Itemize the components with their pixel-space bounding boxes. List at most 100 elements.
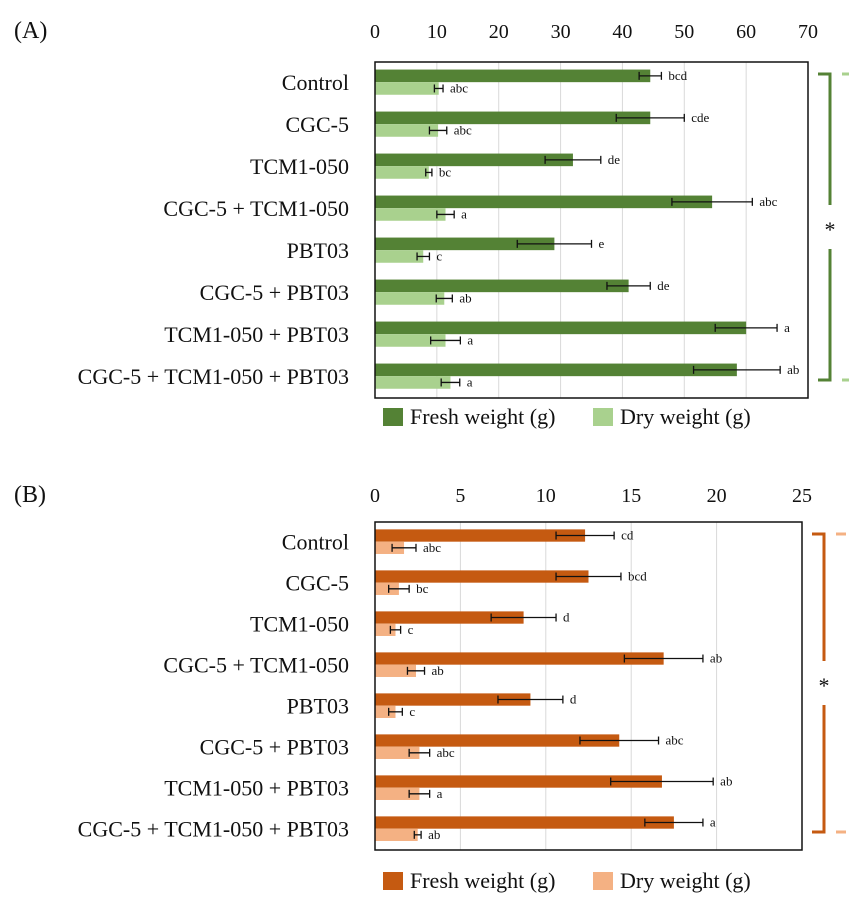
significance-letter: bc xyxy=(439,164,452,179)
x-tick-label: 10 xyxy=(427,21,447,43)
significance-letter: cde xyxy=(691,110,709,125)
significance-letter: a xyxy=(710,815,716,830)
dry-weight-bar xyxy=(375,376,451,389)
category-label: TCM1-050 + PBT03 xyxy=(164,776,349,801)
category-label: Control xyxy=(282,70,349,95)
significance-letter: abc xyxy=(454,122,472,137)
dry-weight-bar xyxy=(375,705,396,718)
fresh-weight-bar xyxy=(375,611,524,624)
dry-weight-bar xyxy=(375,787,420,800)
significance-letter: ab xyxy=(428,827,440,842)
legend-label-dry: Dry weight (g) xyxy=(620,404,751,429)
x-tick-label: 30 xyxy=(551,21,571,43)
significance-letter: bc xyxy=(416,581,429,596)
fresh-weight-bar xyxy=(375,652,664,665)
legend-swatch-dry xyxy=(593,408,613,426)
x-tick-label: 0 xyxy=(370,21,380,43)
legend-label-fresh: Fresh weight (g) xyxy=(410,868,555,893)
category-label: CGC-5 + TCM1-050 xyxy=(163,653,349,678)
fresh-weight-bar xyxy=(375,321,747,335)
fresh-weight-bar xyxy=(375,816,674,829)
category-label: PBT03 xyxy=(287,694,349,719)
dry-weight-bar xyxy=(375,541,405,554)
dry-weight-bar xyxy=(375,334,446,347)
category-label: TCM1-050 + PBT03 xyxy=(164,322,349,347)
fresh-weight-bar xyxy=(375,775,662,788)
category-label: TCM1-050 xyxy=(250,612,349,637)
dry-weight-bar xyxy=(375,828,418,841)
legend-label-dry: Dry weight (g) xyxy=(620,868,751,893)
fresh-weight-bar xyxy=(375,111,651,125)
significance-letter: de xyxy=(608,152,621,167)
dry-weight-bar xyxy=(375,582,399,595)
dry-weight-bar xyxy=(375,250,424,263)
significance-letter: ab xyxy=(710,651,722,666)
fresh-weight-bar xyxy=(375,570,589,583)
x-tick-label: 0 xyxy=(370,485,380,507)
x-tick-label: 20 xyxy=(707,485,727,507)
fresh-weight-bar xyxy=(375,529,586,542)
significance-letter: abc xyxy=(450,80,468,95)
fresh-weight-bar xyxy=(375,153,573,167)
significance-letter: abc xyxy=(423,540,441,555)
significance-letter: de xyxy=(657,278,670,293)
category-label: CGC-5 + TCM1-050 + PBT03 xyxy=(78,364,349,389)
legend-swatch-fresh xyxy=(383,408,403,426)
significance-bracket xyxy=(818,72,832,382)
significance-letter: abc xyxy=(759,194,777,209)
x-tick-label: 60 xyxy=(736,21,756,43)
legend-label-fresh: Fresh weight (g) xyxy=(410,404,555,429)
category-label: CGC-5 + TCM1-050 xyxy=(163,196,349,221)
category-label: CGC-5 + TCM1-050 + PBT03 xyxy=(78,817,349,842)
dry-weight-bar xyxy=(375,664,416,677)
panel-label: (A) xyxy=(14,18,47,44)
legend-swatch-fresh xyxy=(383,872,403,890)
category-label: CGC-5 xyxy=(285,571,349,596)
x-tick-label: 20 xyxy=(489,21,509,43)
category-label: CGC-5 + PBT03 xyxy=(200,280,349,305)
plot-frame xyxy=(374,61,809,399)
significance-letter: c xyxy=(436,248,442,263)
significance-letter: ab xyxy=(787,362,799,377)
significance-letter: e xyxy=(599,236,605,251)
category-label: Control xyxy=(282,530,349,555)
x-tick-label: 50 xyxy=(674,21,694,43)
significance-letter: a xyxy=(784,320,790,335)
significance-letter: a xyxy=(467,332,473,347)
fresh-weight-bar xyxy=(375,734,620,747)
dry-weight-bar xyxy=(375,124,439,137)
x-tick-label: 25 xyxy=(792,485,812,507)
x-tick-label: 5 xyxy=(455,485,465,507)
fresh-weight-bar xyxy=(375,69,651,83)
fresh-weight-bar xyxy=(375,279,629,293)
x-tick-label: 10 xyxy=(536,485,556,507)
significance-letter: a xyxy=(467,374,473,389)
significance-asterisk: * xyxy=(819,673,830,698)
significance-letter: ab xyxy=(432,663,444,678)
category-label: PBT03 xyxy=(287,238,349,263)
dry-weight-bar xyxy=(375,208,446,221)
significance-letter: d xyxy=(570,692,577,707)
significance-letter: cd xyxy=(621,528,634,543)
fresh-weight-bar xyxy=(375,237,555,251)
category-label: CGC-5 xyxy=(285,112,349,137)
significance-letter: c xyxy=(409,704,415,719)
category-label: TCM1-050 xyxy=(250,154,349,179)
significance-bracket xyxy=(812,532,826,834)
dry-weight-bar xyxy=(375,82,439,95)
legend-swatch-dry xyxy=(593,872,613,890)
panel-label: (B) xyxy=(14,482,46,508)
significance-letter: d xyxy=(563,610,570,625)
significance-letter: bcd xyxy=(628,569,647,584)
significance-asterisk: * xyxy=(825,217,836,242)
significance-letter: ab xyxy=(720,774,732,789)
significance-letter: abc xyxy=(666,733,684,748)
fresh-weight-bar xyxy=(375,363,737,377)
plot-frame xyxy=(374,521,803,851)
significance-letter: abc xyxy=(437,745,455,760)
significance-letter: a xyxy=(461,206,467,221)
fresh-weight-bar xyxy=(375,195,713,209)
category-label: CGC-5 + PBT03 xyxy=(200,735,349,760)
dry-weight-bar xyxy=(375,292,445,305)
